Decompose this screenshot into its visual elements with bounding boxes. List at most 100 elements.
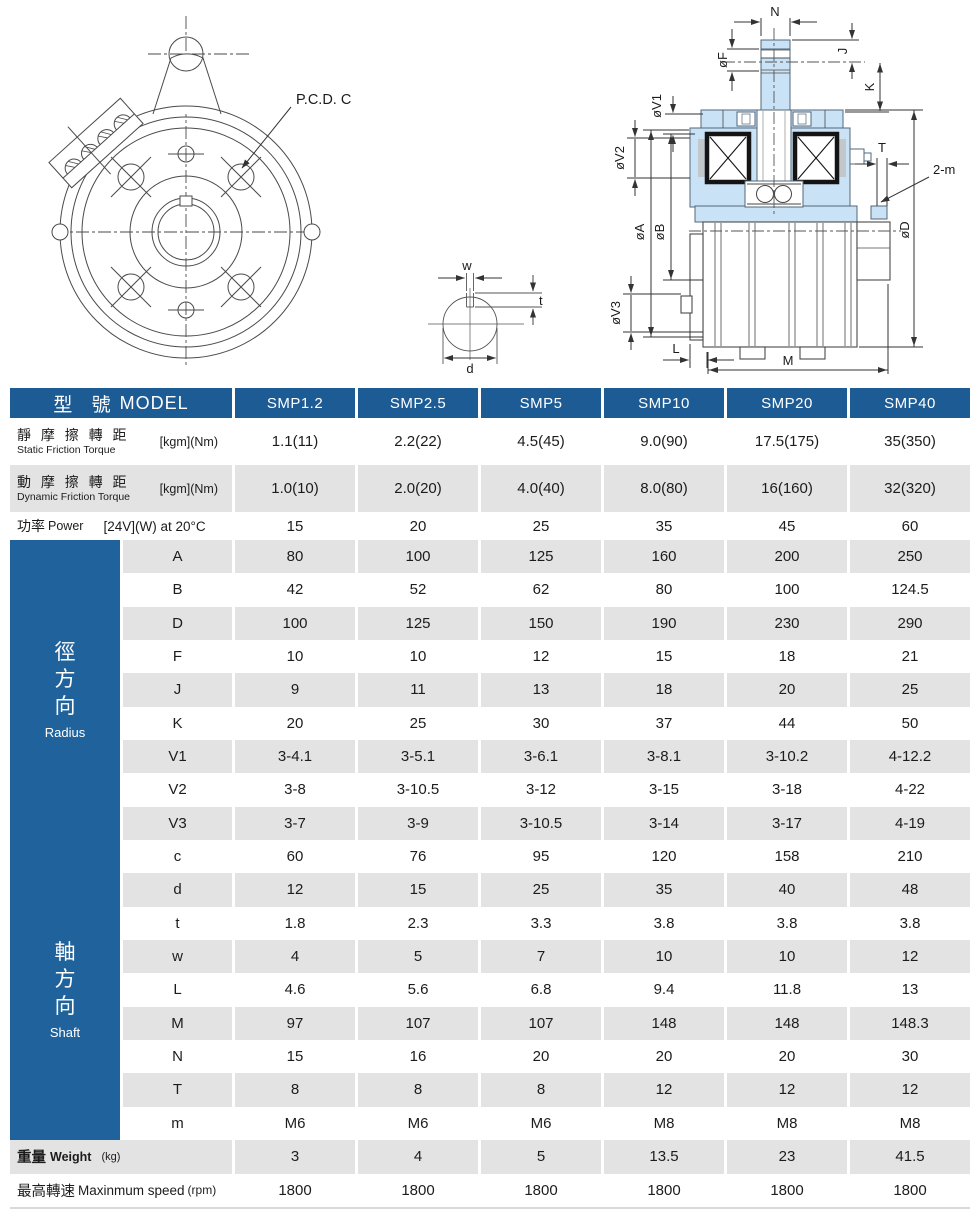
data-cell: 160 <box>604 540 724 574</box>
data-cell: 1800 <box>401 1181 435 1199</box>
band-en-label: Radius <box>44 725 86 741</box>
param-label: F <box>172 648 183 666</box>
data-cell: 25 <box>532 517 550 535</box>
max-speed-label: 最高轉速 Maxinmum speed (rpm) <box>10 1174 232 1207</box>
table-row: 靜 摩 擦 轉 距 Static Friction Torque [kgm](N… <box>10 418 970 465</box>
data-cell: 3-9 <box>358 806 478 840</box>
dim-n-label: N <box>770 4 779 19</box>
dim-k-label: K <box>862 82 877 91</box>
dim-l-label: L <box>672 341 679 356</box>
data-cell: 210 <box>897 848 923 866</box>
data-cell: 107 <box>481 1006 601 1040</box>
data-cell: 3-17 <box>727 806 847 840</box>
data-cell: 10 <box>286 648 304 666</box>
data-cell: 3.8 <box>776 914 798 932</box>
data-cell: 3.8 <box>899 914 921 932</box>
data-cell: 100 <box>235 606 355 640</box>
dim-v2-label: øV2 <box>612 146 627 170</box>
param-label: A <box>123 540 232 574</box>
data-cell: 3-10.2 <box>727 739 847 774</box>
param-label: K <box>172 714 183 732</box>
keyway-slot <box>179 195 193 207</box>
weight-label: 重量 Weight (kg) <box>10 1139 232 1174</box>
table-row: t 1.8 2.3 3.3 3.8 3.8 3.8 <box>123 907 970 940</box>
data-cell: 17.5(175) <box>754 433 820 450</box>
data-cell: 1800 <box>524 1181 558 1199</box>
data-cell: 12 <box>235 873 355 907</box>
pcd-holes <box>168 145 204 319</box>
static-torque-label: 靜 摩 擦 轉 距 Static Friction Torque [kgm](N… <box>10 418 232 465</box>
data-cell: 2.3 <box>407 914 429 932</box>
data-cell: 4.5(45) <box>517 433 565 450</box>
data-cell: 25 <box>481 873 601 907</box>
radius-band: 徑 方 向 Radius <box>10 540 120 840</box>
cross-section-drawing: N øF J K øV1 øV2 øA øB øV3 T 2-m L M øD <box>608 4 955 374</box>
row-label-en: Power <box>48 519 84 533</box>
data-cell: 100 <box>358 540 478 574</box>
data-cell: 107 <box>358 1006 478 1040</box>
data-cell: 1800 <box>893 1181 927 1199</box>
dim-m-label: M <box>783 353 794 368</box>
data-cell: 52 <box>409 581 427 599</box>
data-cell: M6 <box>407 1114 429 1132</box>
data-cell: 9.4 <box>653 981 675 999</box>
data-cell: 32(320) <box>850 465 970 512</box>
mounting-tab <box>153 53 221 114</box>
param-label: L <box>173 981 182 999</box>
data-cell: 35 <box>655 517 673 535</box>
param-label: w <box>123 939 232 974</box>
data-cell: 148.3 <box>850 1006 970 1040</box>
data-cell: 48 <box>850 873 970 907</box>
data-cell: 2.0(20) <box>358 465 478 512</box>
data-cell: 250 <box>850 540 970 574</box>
data-cell: 1.0(10) <box>235 465 355 512</box>
data-cell: 5 <box>481 1139 601 1174</box>
data-cell: 1800 <box>647 1181 681 1199</box>
data-cell: 3 <box>235 1139 355 1174</box>
data-cell: 80 <box>235 540 355 574</box>
row-label-en: Static Friction Torque <box>17 444 116 456</box>
data-cell: 3-4.1 <box>235 739 355 774</box>
data-cell: 2.2(22) <box>394 433 442 450</box>
table-row: N 15 16 20 20 20 30 <box>123 1040 970 1073</box>
data-cell: 8 <box>358 1073 478 1107</box>
data-cell: M6 <box>530 1114 552 1132</box>
table-row: F 10 10 12 15 18 21 <box>123 640 970 673</box>
data-cell: 4 <box>235 939 355 974</box>
table-row: V3 3-7 3-9 3-10.5 3-14 3-17 4-19 <box>123 806 970 840</box>
data-cell: 15 <box>286 517 304 535</box>
data-cell: M6 <box>284 1114 306 1132</box>
row-unit: [kgm](Nm) <box>159 481 218 496</box>
data-cell: 20 <box>532 1048 550 1066</box>
param-label: M <box>123 1006 232 1040</box>
dim-f-label: øF <box>715 52 730 68</box>
data-cell: 25 <box>850 673 970 707</box>
table-row: 重量 Weight (kg) 3 4 5 13.5 23 41.5 <box>10 1139 970 1174</box>
data-cell: 23 <box>727 1139 847 1174</box>
data-cell: 12 <box>532 648 550 666</box>
model-col-smp20: SMP20 <box>727 388 847 418</box>
data-cell: 125 <box>481 540 601 574</box>
data-cell: 9 <box>235 673 355 707</box>
mount-ear <box>870 205 888 220</box>
spec-table: 型 號 MODEL SMP1.2 SMP2.5 SMP5 SMP10 SMP20 … <box>10 388 970 1209</box>
data-cell: 3-8 <box>284 781 306 799</box>
data-cell: 13 <box>481 673 601 707</box>
band-char: 向 <box>54 995 76 1019</box>
data-cell: 8.0(80) <box>604 465 724 512</box>
row-unit: (kg) <box>101 1150 121 1163</box>
dim-v3-label: øV3 <box>608 301 623 325</box>
rotor-body <box>680 221 891 360</box>
data-cell: 3-18 <box>771 781 803 799</box>
data-cell: 3-6.1 <box>481 739 601 774</box>
data-cell: 25 <box>409 714 427 732</box>
table-row: w 4 5 7 10 10 12 <box>123 939 970 974</box>
dim-t-label: t <box>539 293 543 308</box>
band-char: 徑 <box>54 641 76 665</box>
table-row: K 20 25 30 37 44 50 <box>123 707 970 740</box>
param-label: c <box>173 848 182 866</box>
data-cell: 16 <box>409 1048 427 1066</box>
data-cell: 50 <box>901 714 919 732</box>
data-cell: 18 <box>778 648 796 666</box>
